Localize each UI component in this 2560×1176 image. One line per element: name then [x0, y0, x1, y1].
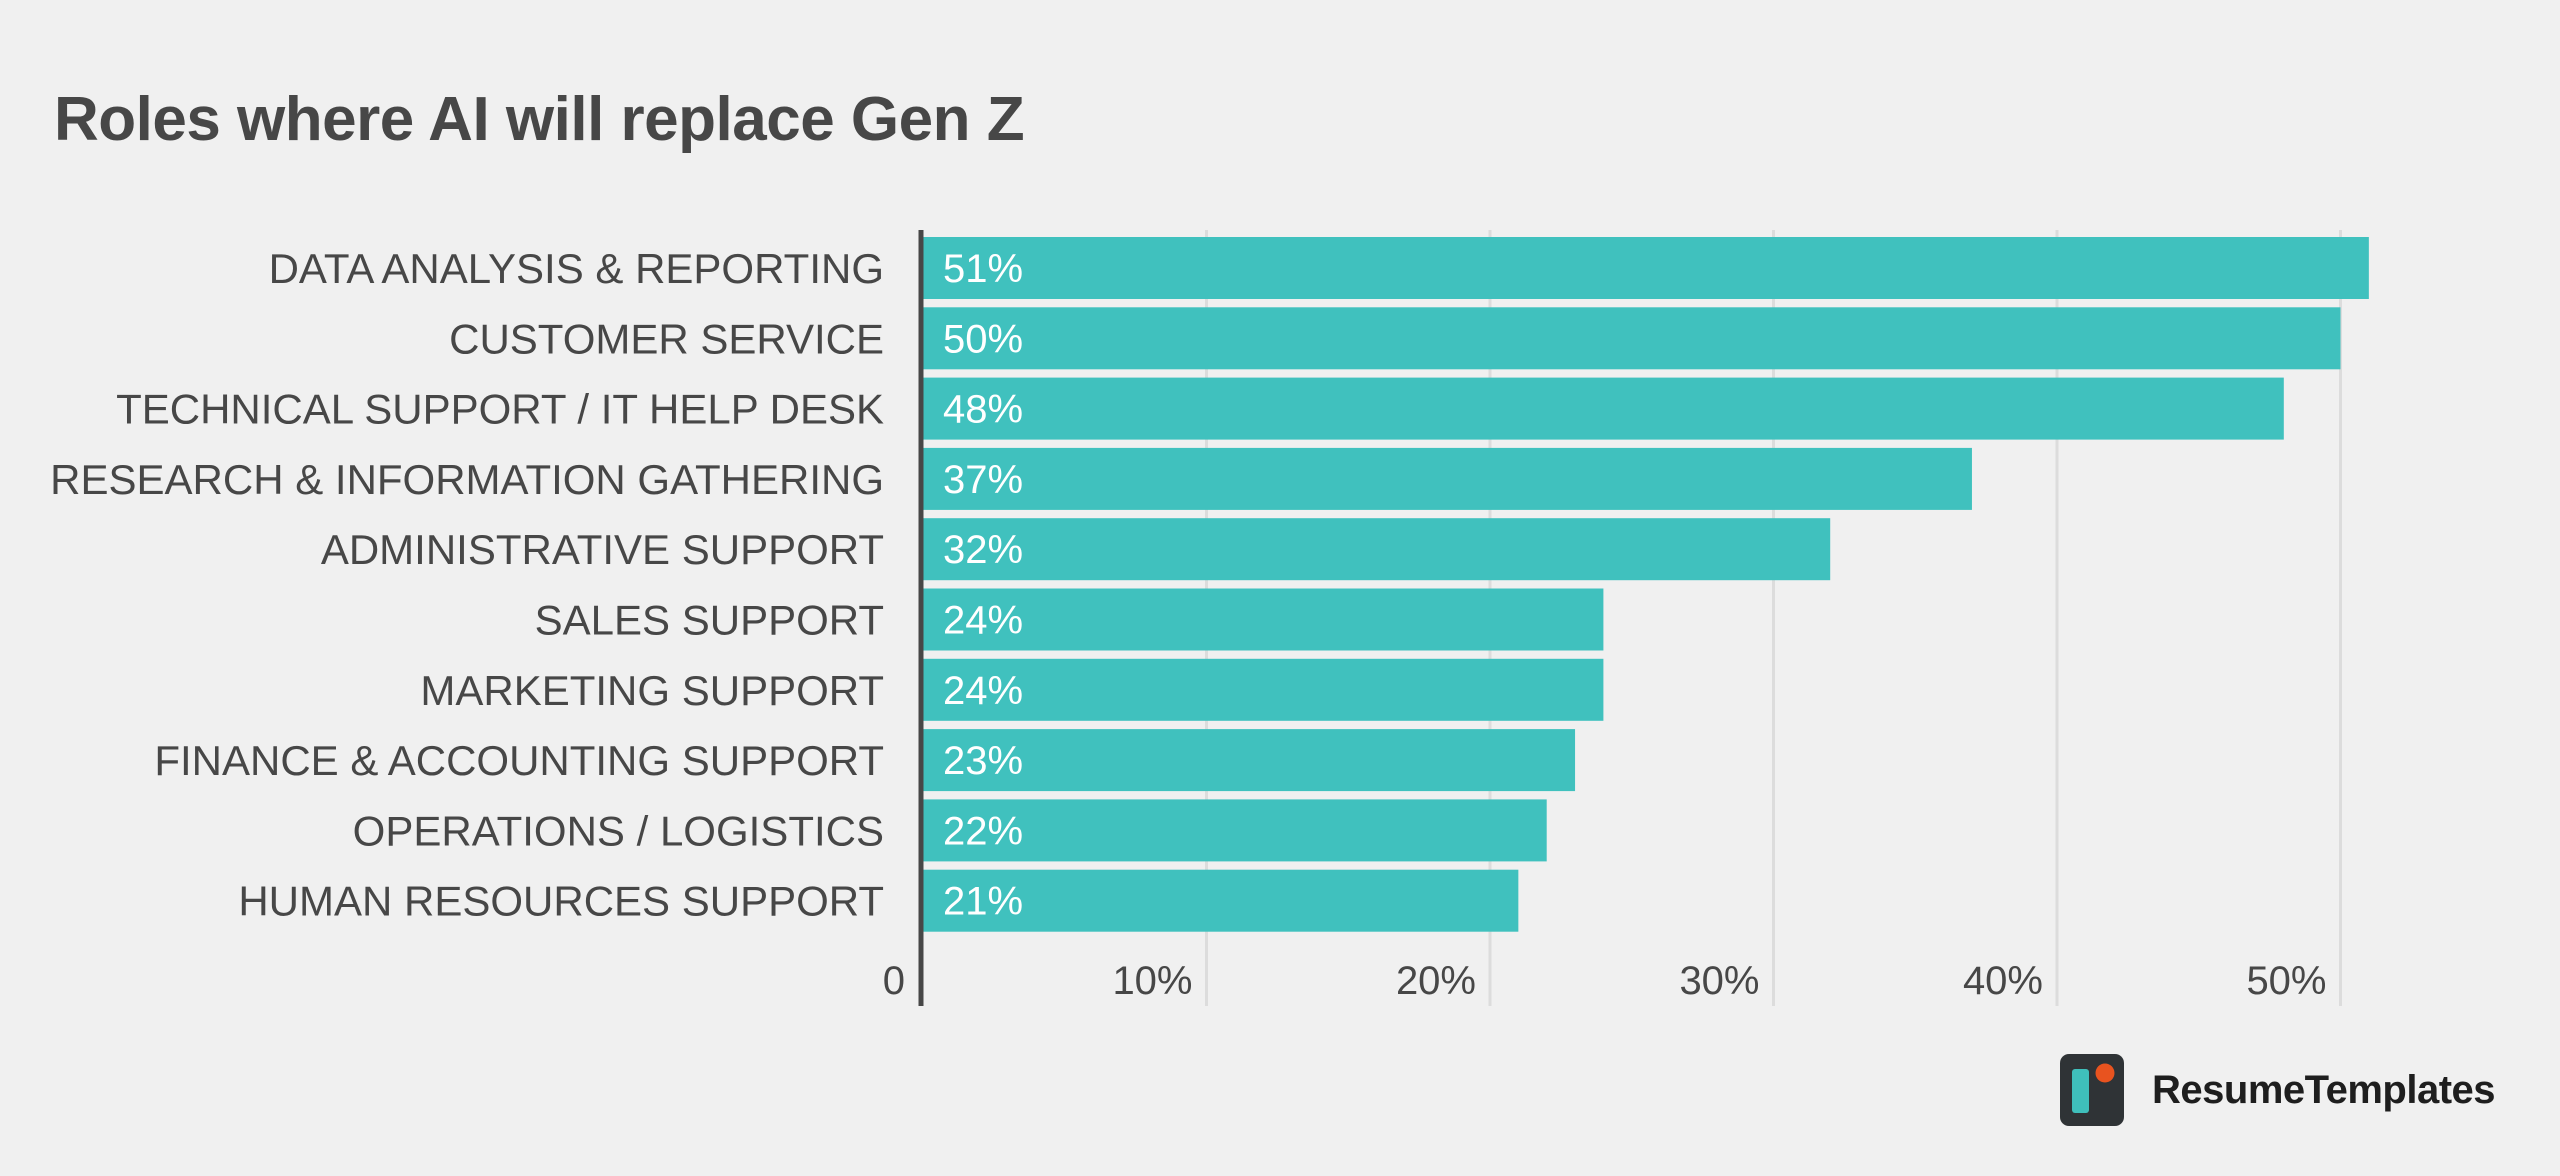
bar	[923, 307, 2341, 370]
bar	[923, 447, 1972, 510]
bar	[923, 658, 1604, 721]
resumetemplates-logo-icon	[2060, 1054, 2124, 1126]
category-labels: DATA ANALYSIS & REPORTING CUSTOMER SERVIC…	[50, 245, 884, 925]
bar-value-label: 24%	[943, 669, 1023, 713]
bar	[923, 237, 2369, 299]
bar-value-label: 24%	[943, 599, 1023, 643]
x-tick-label: 50%	[2246, 959, 2326, 1003]
bar-value-label: 48%	[943, 388, 1023, 432]
brand-footer: ResumeTemplates	[2060, 1054, 2496, 1126]
x-tick-label: 30%	[1679, 959, 1759, 1003]
category-label: DATA ANALYSIS & REPORTING	[269, 245, 884, 292]
bar-value-label: 51%	[943, 247, 1023, 291]
bar-value-label: 23%	[943, 739, 1023, 783]
bar-value-label: 50%	[943, 317, 1023, 361]
bars: 51% 50% 48% 37% 32% 24% 24% 23% 22% 21%	[923, 237, 2369, 932]
bar	[923, 377, 2284, 440]
category-label: HUMAN RESOURCES SUPPORT	[238, 878, 884, 925]
category-label: CUSTOMER SERVICE	[449, 315, 884, 362]
category-label: SALES SUPPORT	[535, 597, 884, 644]
x-tick-label: 40%	[1963, 959, 2043, 1003]
bar-value-label: 22%	[943, 809, 1023, 853]
x-axis-ticks: 0 10% 20% 30% 40% 50%	[883, 959, 2327, 1003]
chart-title: Roles where AI will replace Gen Z	[54, 85, 1025, 154]
brand-name: ResumeTemplates	[2152, 1067, 2496, 1112]
category-label: RESEARCH & INFORMATION GATHERING	[50, 456, 884, 503]
bar	[923, 729, 1576, 792]
x-tick-label: 0	[883, 959, 905, 1003]
category-label: OPERATIONS / LOGISTICS	[353, 807, 884, 854]
category-label: MARKETING SUPPORT	[420, 667, 884, 714]
bar	[923, 799, 1547, 862]
category-label: ADMINISTRATIVE SUPPORT	[321, 526, 884, 573]
category-label: FINANCE & ACCOUNTING SUPPORT	[154, 737, 884, 784]
bar-value-label: 37%	[943, 458, 1023, 502]
x-tick-label: 10%	[1112, 959, 1192, 1003]
bar-value-label: 21%	[943, 880, 1023, 924]
category-label: TECHNICAL SUPPORT / IT HELP DESK	[116, 386, 884, 433]
bar	[923, 869, 1519, 932]
bar	[923, 518, 1831, 581]
bar-value-label: 32%	[943, 528, 1023, 572]
x-tick-label: 20%	[1396, 959, 1476, 1003]
bar	[923, 588, 1604, 651]
